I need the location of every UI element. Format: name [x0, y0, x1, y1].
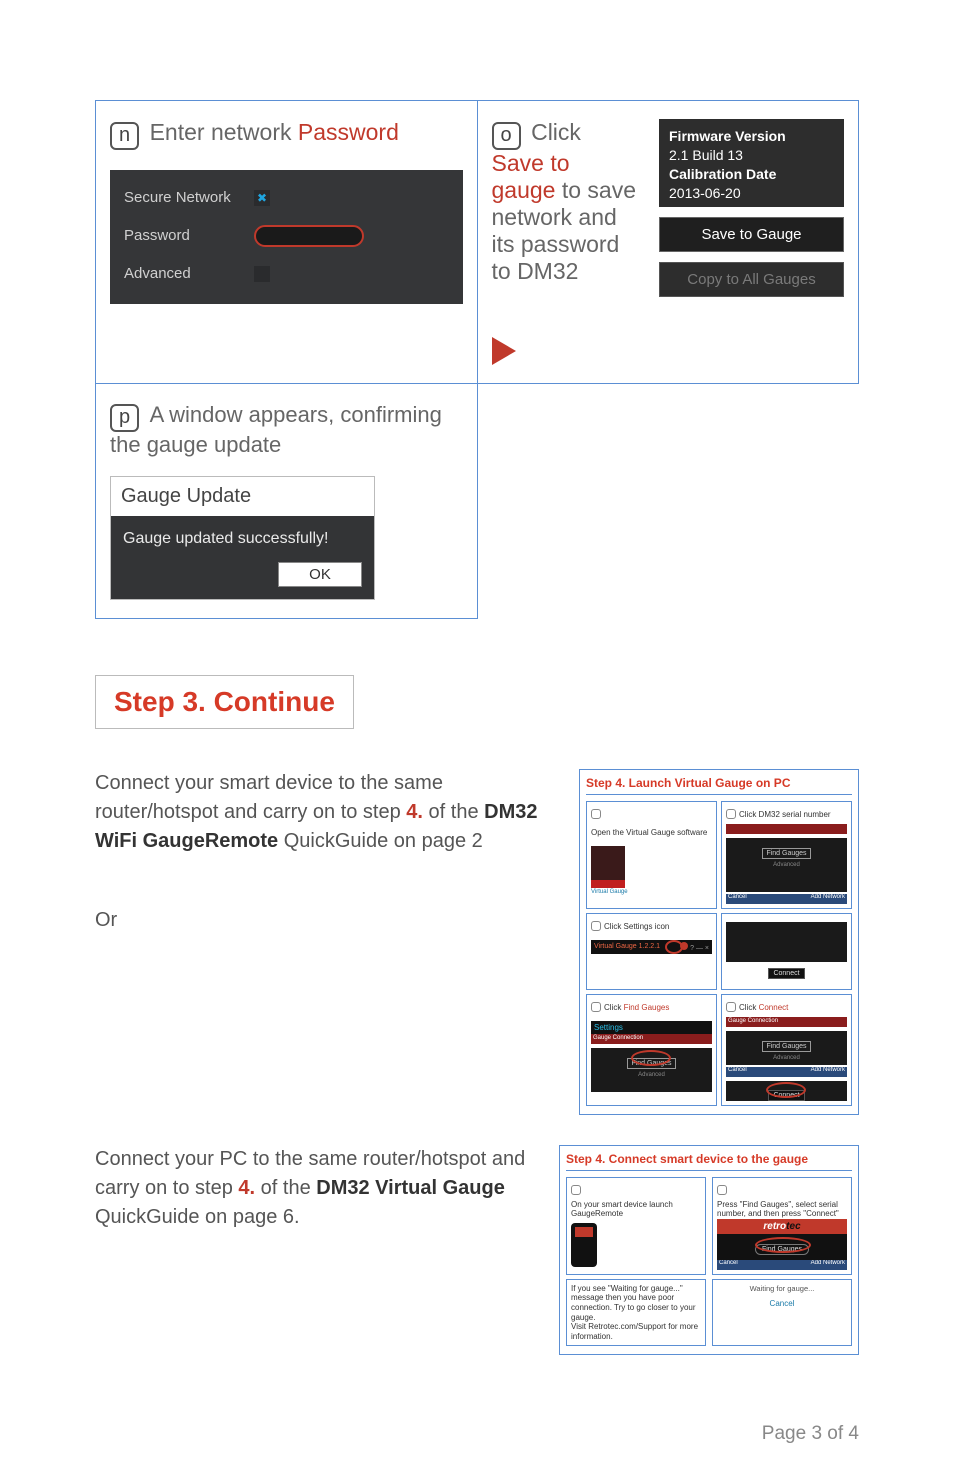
secure-network-label: Secure Network — [124, 189, 254, 206]
instruction-grid: n Enter network Password Secure Network … — [95, 100, 859, 619]
or-text: Or — [95, 906, 549, 935]
cell-n: n Enter network Password Secure Network … — [96, 101, 478, 384]
page-footer: Page 3 of 4 — [762, 1423, 859, 1445]
password-row: Password — [124, 222, 449, 250]
fw-version-value: 2.1 Build 13 — [669, 146, 834, 165]
network-panel: Secure Network Password Advanced — [110, 170, 463, 304]
thumbnail-smart-device: Step 4. Connect smart device to the gaug… — [559, 1145, 859, 1356]
step-n-heading: Enter network Password — [150, 119, 399, 145]
thumb1-heading: Step 4. Launch Virtual Gauge on PC — [586, 776, 852, 795]
save-to-gauge-button[interactable]: Save to Gauge — [659, 217, 844, 252]
thumb2-foot-right: Waiting for gauge... Cancel — [712, 1279, 852, 1347]
thumb2-left: On your smart device launch GaugeRemote — [566, 1177, 706, 1275]
secure-network-checkbox[interactable] — [254, 190, 270, 206]
gauge-update-dialog: Gauge Update Gauge updated successfully!… — [110, 476, 375, 600]
step-o-label: o — [492, 122, 521, 150]
copy-all-gauges-button: Copy to All Gauges — [659, 262, 844, 297]
password-input[interactable] — [254, 225, 364, 247]
thumb1-c3: Click Settings icon Virtual Gauge 1.2.2.… — [586, 913, 717, 990]
step-p-label: p — [110, 404, 139, 432]
advanced-row: Advanced — [124, 260, 449, 288]
thumbnail-virtual-gauge: Step 4. Launch Virtual Gauge on PC Open … — [579, 769, 859, 1115]
thumb2-foot-left: If you see "Waiting for gauge..." messag… — [566, 1279, 706, 1347]
gauge-update-message: Gauge updated successfully! — [123, 530, 362, 548]
cal-date-label: Calibration Date — [669, 165, 834, 184]
gauge-update-title: Gauge Update — [111, 477, 374, 516]
advanced-label: Advanced — [124, 265, 254, 282]
firmware-panel-wrap: Firmware Version 2.1 Build 13 Calibratio… — [659, 119, 844, 297]
firmware-panel: Firmware Version 2.1 Build 13 Calibratio… — [659, 119, 844, 207]
retrotec-logo: retrotec — [717, 1219, 847, 1234]
cell-o: Firmware Version 2.1 Build 13 Calibratio… — [477, 101, 859, 384]
thumb2-heading: Step 4. Connect smart device to the gaug… — [566, 1152, 852, 1171]
thumb2-right: Press "Find Gauges", select serial numbe… — [712, 1177, 852, 1275]
step3-heading: Step 3. Continue — [95, 675, 354, 729]
para1: Connect your smart device to the same ro… — [95, 769, 549, 856]
thumb1-c6: Click Connect Gauge Connection Find Gaug… — [721, 994, 852, 1106]
cell-p: p A window appears, confirming the gauge… — [96, 383, 478, 618]
advanced-checkbox[interactable] — [254, 266, 270, 282]
ok-button[interactable]: OK — [278, 562, 362, 587]
virtual-gauge-icon — [591, 846, 625, 888]
step-p-text: A window appears, confirming the gauge u… — [110, 402, 442, 457]
fw-version-label: Firmware Version — [669, 127, 834, 146]
red-arrow-icon — [492, 337, 516, 365]
para2: Connect your PC to the same router/hotsp… — [95, 1145, 529, 1232]
thumb1-c4: Connect — [721, 913, 852, 990]
step-o-text: o Click Save to gauge to save network an… — [492, 119, 637, 285]
cal-date-value: 2013-06-20 — [669, 184, 834, 203]
thumb1-c1: Open the Virtual Gauge software Virtual … — [586, 801, 717, 909]
thumb1-c5: Click Find Gauges Settings Gauge Connect… — [586, 994, 717, 1106]
thumb1-c2: Click DM32 serial number Find GaugesAdva… — [721, 801, 852, 909]
password-label: Password — [124, 227, 254, 244]
red-strip — [726, 824, 847, 834]
secure-network-row: Secure Network — [124, 184, 449, 212]
remote-icon — [571, 1223, 597, 1267]
cell-empty — [477, 383, 859, 618]
gauge-update-body: Gauge updated successfully! OK — [111, 516, 374, 599]
step-n-label: n — [110, 122, 139, 150]
